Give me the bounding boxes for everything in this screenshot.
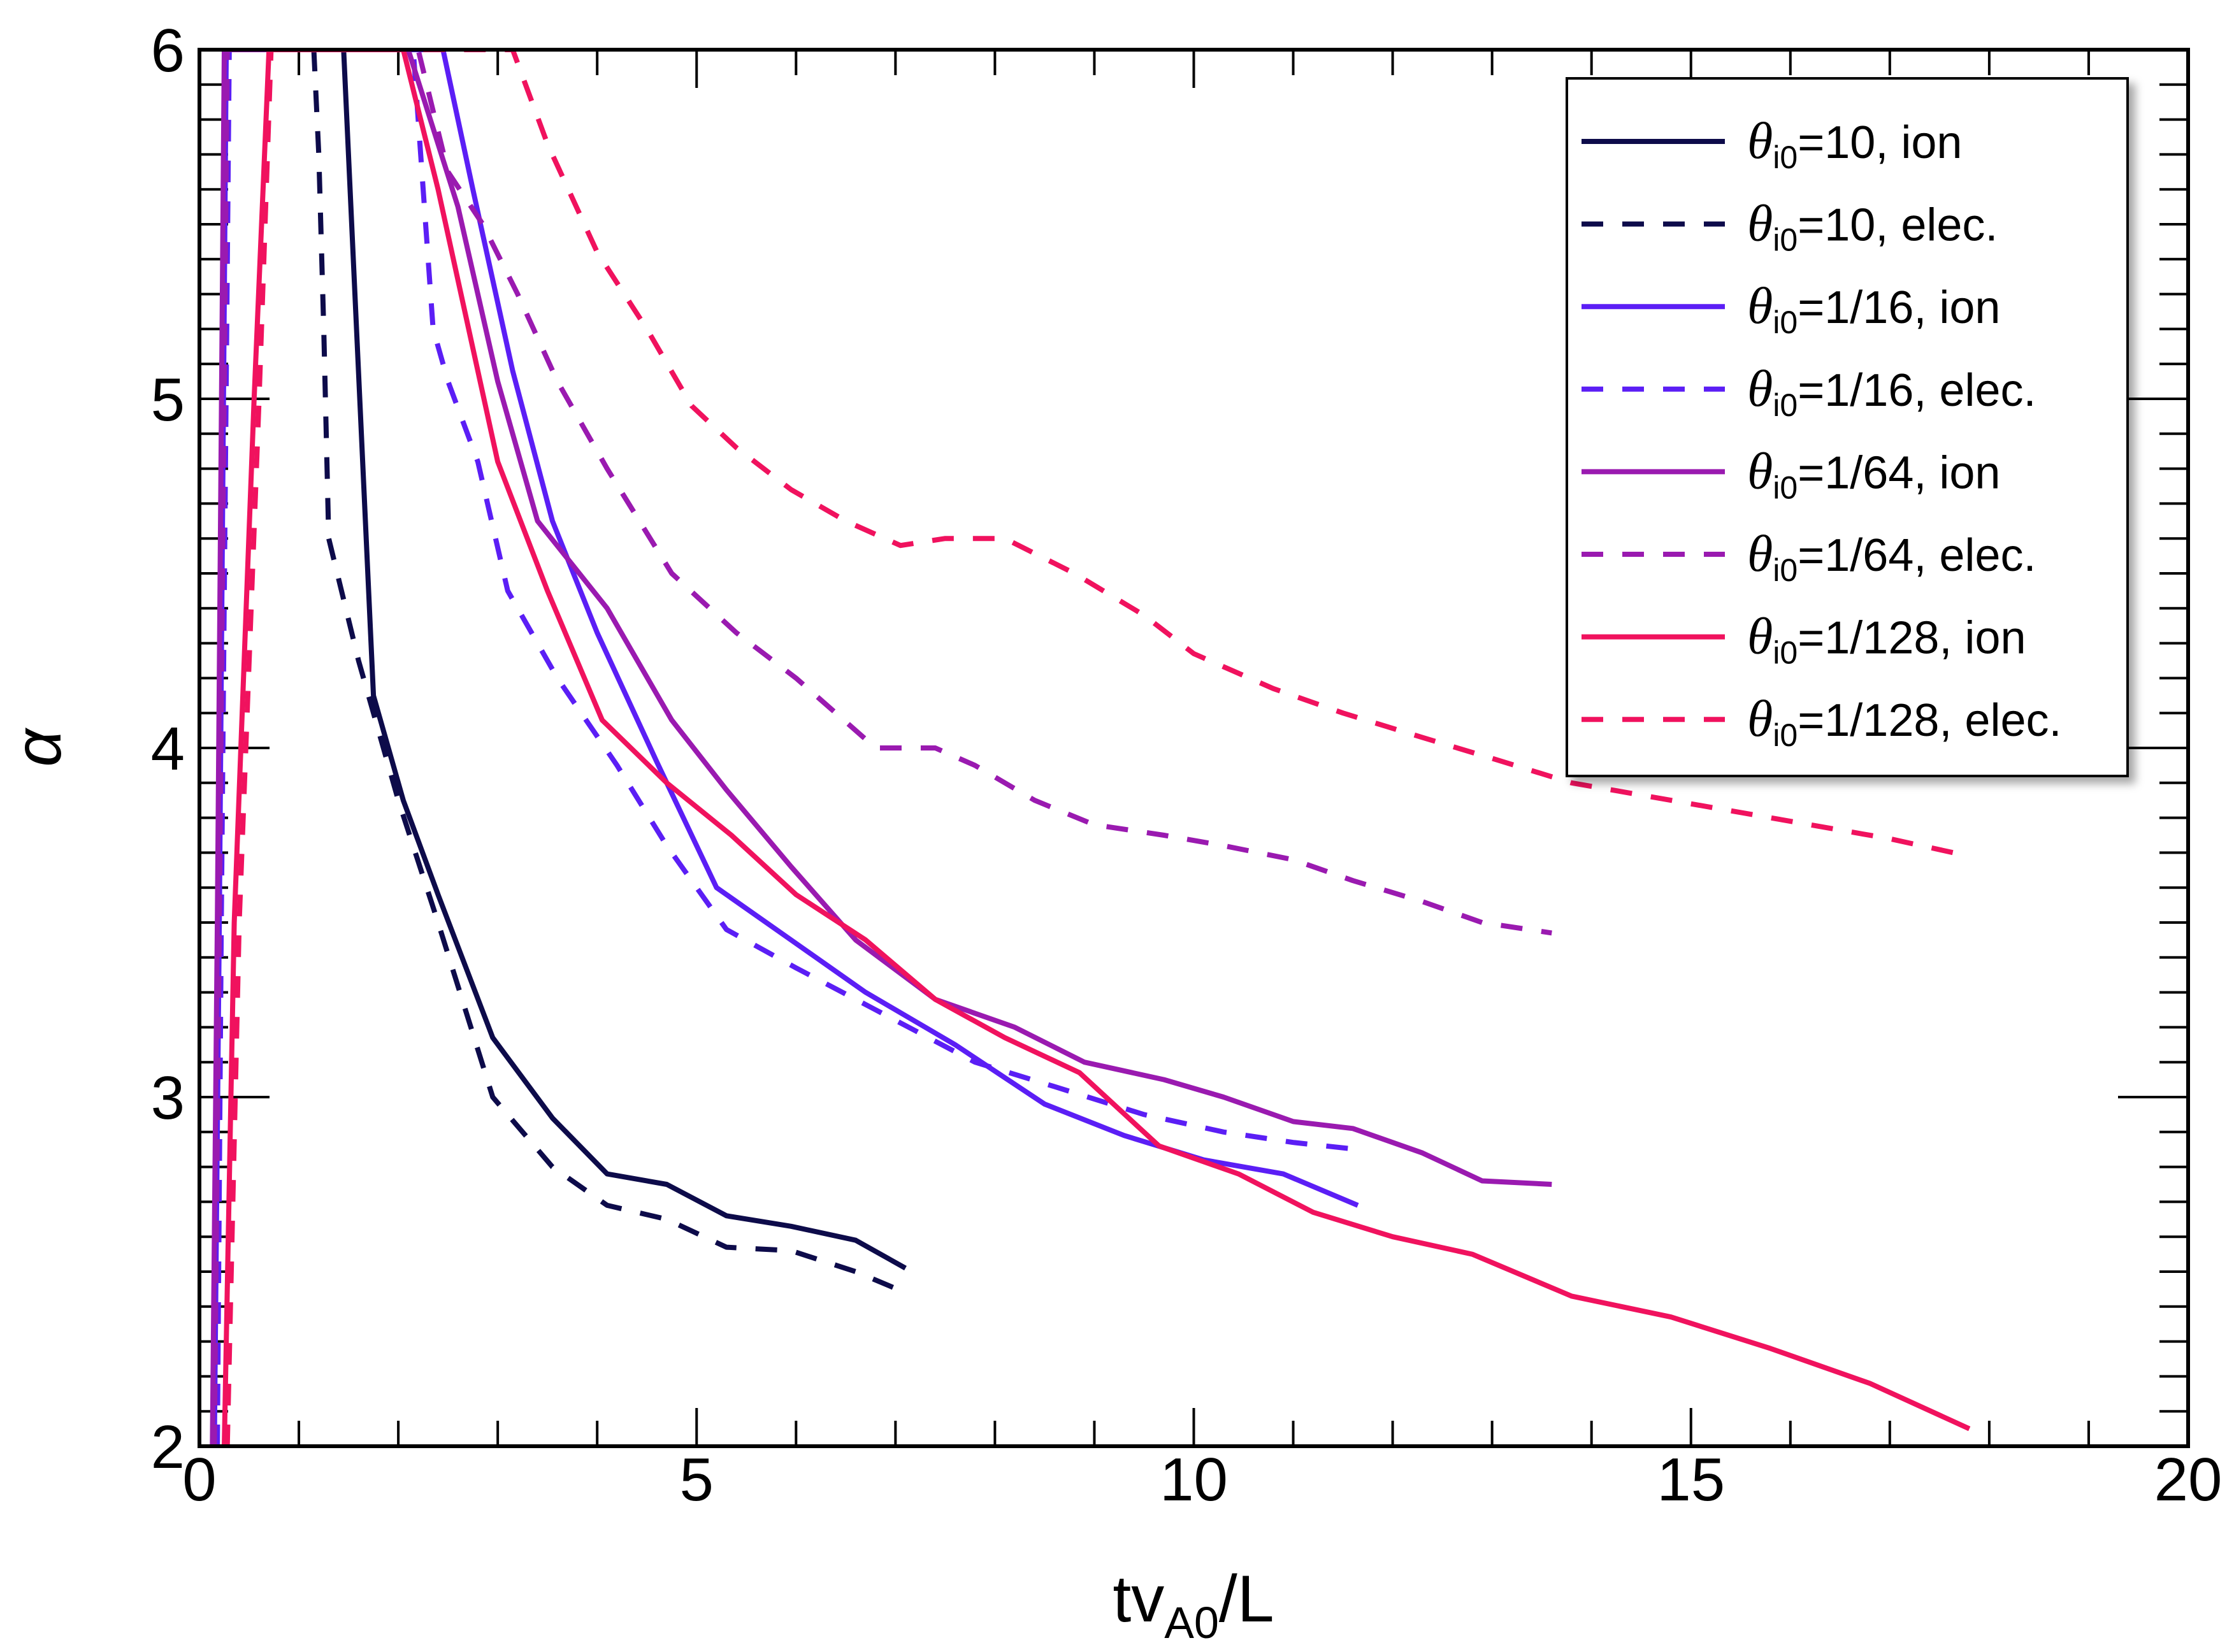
series-layer <box>210 50 1971 1446</box>
x-tick-label: 0 <box>182 1446 216 1514</box>
legend-entry: θi0=1/16, elec. <box>1747 359 2036 423</box>
x-tick-label: 10 <box>1160 1446 1228 1514</box>
x-axis-label: tvA0/L <box>1113 1562 1274 1648</box>
series-line <box>212 50 1359 1446</box>
legend-entry: θi0=10, elec. <box>1747 194 1998 258</box>
legend-entry: θi0=10, ion <box>1747 111 1962 175</box>
legend-entry: θi0=1/128, elec. <box>1747 689 2062 753</box>
y-tick-label: 4 <box>151 715 185 783</box>
y-tick-label: 2 <box>151 1413 185 1481</box>
legend-entry: θi0=1/64, ion <box>1747 442 2000 505</box>
y-tick-label: 5 <box>151 366 185 434</box>
y-tick-label: 3 <box>151 1064 185 1132</box>
series-line <box>215 50 1358 1446</box>
series-line <box>210 50 1552 1446</box>
series-line <box>311 50 907 1295</box>
series-line <box>212 50 1552 1446</box>
series-line <box>224 50 1970 1446</box>
series-line <box>222 50 1971 1446</box>
x-tick-label: 20 <box>2154 1446 2223 1514</box>
y-axis-label: α <box>1 728 75 767</box>
y-tick-label: 6 <box>151 17 185 85</box>
x-tick-label: 15 <box>1657 1446 1725 1514</box>
plot-frame <box>198 48 2190 1448</box>
x-tick-label: 5 <box>680 1446 714 1514</box>
legend-entry: θi0=1/16, ion <box>1747 277 2000 340</box>
legend: θi0=10, ion θi0=10, elec. θi0=1/16, ion θi0… <box>1566 77 2129 777</box>
legend-box <box>1566 77 2129 777</box>
legend-entry: θi0=1/128, ion <box>1747 607 2026 671</box>
series-line <box>341 50 907 1270</box>
legend-entry: θi0=1/64, elec. <box>1747 524 2036 588</box>
tick-labels: 0 5 10 15 20 2 3 4 5 6 <box>151 17 2223 1514</box>
